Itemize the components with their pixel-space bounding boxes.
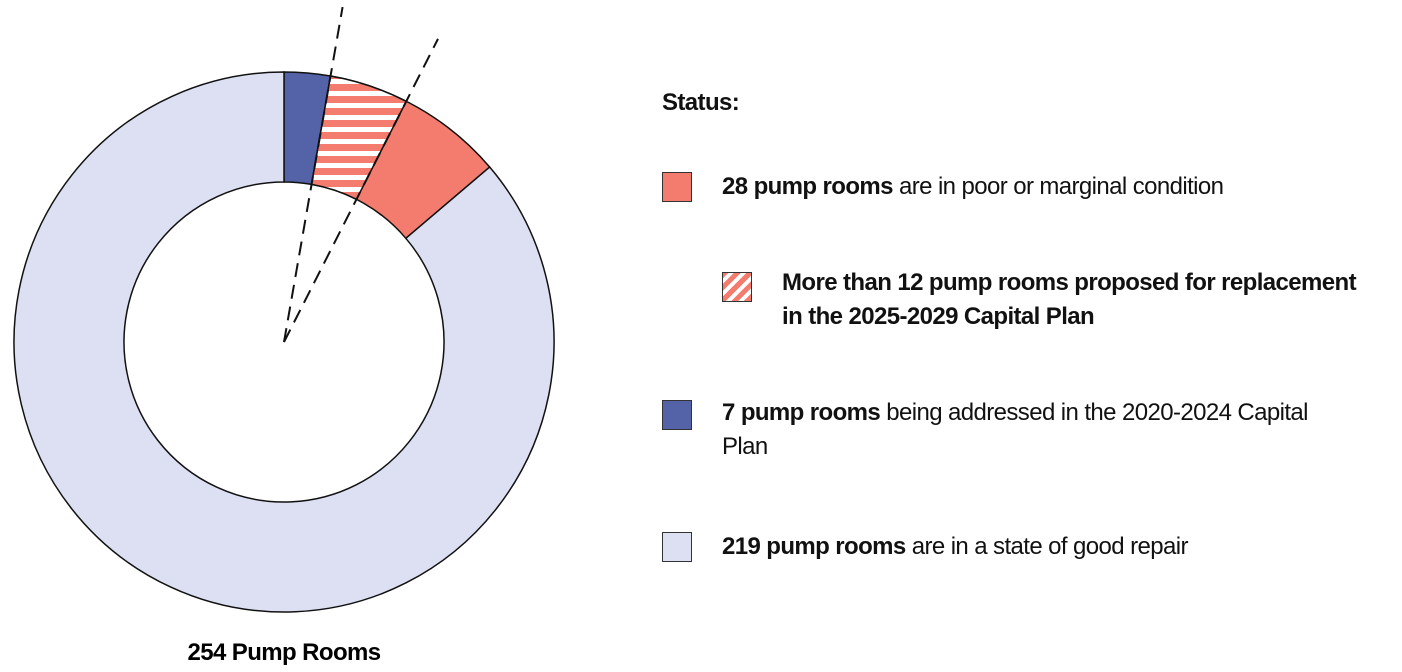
legend-item: 219 pump rooms are in a state of good re… — [722, 530, 1362, 564]
legend-item: More than 12 pump rooms proposed for rep… — [782, 269, 1357, 330]
legend-bold: 7 pump rooms — [722, 399, 881, 426]
legend-swatch — [662, 172, 692, 202]
legend-bold: 219 pump rooms — [722, 533, 906, 560]
legend-item: 28 pump rooms are in poor or marginal co… — [722, 170, 1362, 204]
dashed-guide — [283, 38, 439, 343]
legend-swatch — [662, 400, 692, 430]
legend-swatch — [662, 532, 692, 562]
legend-text: are in poor or marginal condition — [898, 173, 1224, 200]
legend-swatch — [722, 272, 752, 302]
legend-text: being addressed in the 2020-2024 Capital… — [722, 399, 1309, 460]
dashed-guide — [283, 6, 344, 343]
legend-item: 7 pump rooms being addressed in the 2020… — [722, 396, 1332, 464]
donut-segment — [13, 71, 555, 613]
legend-title: Status: — [662, 89, 740, 116]
highlight-segment — [310, 75, 408, 201]
legend-text: are in a state of good repair — [911, 533, 1189, 560]
legend-bold: 28 pump rooms — [722, 173, 894, 200]
total-label: 254 Pump Rooms — [188, 639, 381, 666]
